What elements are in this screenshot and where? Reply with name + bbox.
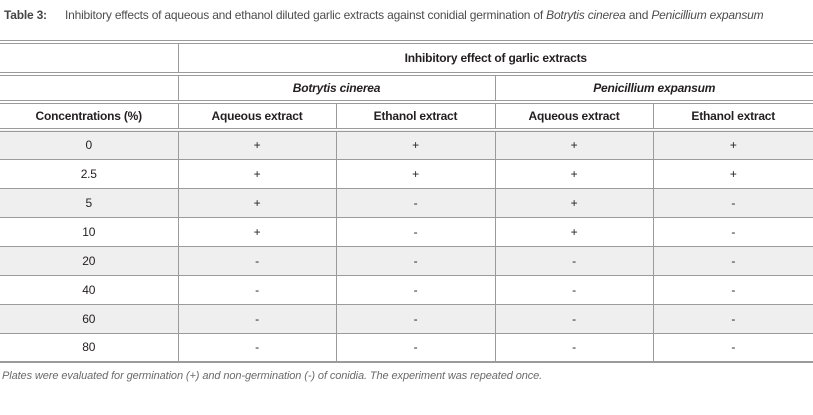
concentration-cell: 20 <box>82 253 96 268</box>
table-row: 40 - - - - <box>0 275 813 304</box>
concentration-cell: 80 <box>82 340 96 355</box>
table-number: Table 3: <box>4 8 47 22</box>
result-cell: - <box>177 246 336 275</box>
empty-corner-cell <box>0 42 178 74</box>
concentration-cell: 40 <box>82 282 96 297</box>
result-cell: - <box>652 246 813 275</box>
empty-cell <box>0 74 178 102</box>
table-footnote: Plates were evaluated for germination (+… <box>2 370 543 382</box>
result-cell: + <box>494 159 653 188</box>
result-cell: - <box>335 275 495 304</box>
table-row: 0 + + + + <box>0 130 813 159</box>
result-cell: + <box>177 217 336 246</box>
caption-species1: Botrytis cinerea <box>546 8 626 22</box>
column-header-concentrations: Concentrations (%) <box>35 109 143 123</box>
table-row: 2.5 + + + + <box>0 159 813 188</box>
caption-part1: Inhibitory effects of aqueous and ethano… <box>65 8 547 22</box>
result-cell: - <box>652 217 813 246</box>
table-row: 20 - - - - <box>0 246 813 275</box>
caption-species2: Penicillium expansum <box>651 8 764 22</box>
column-header-row: Concentrations (%) Aqueous extract Ethan… <box>0 102 813 130</box>
result-cell: + <box>652 130 813 159</box>
result-cell: - <box>652 275 813 304</box>
result-cell: + <box>177 130 336 159</box>
result-cell: - <box>652 188 813 217</box>
result-cell: + <box>335 159 495 188</box>
result-cell: - <box>335 333 495 362</box>
result-cell: - <box>335 304 495 333</box>
table-caption: Table 3: Inhibitory effects of aqueous a… <box>0 0 813 40</box>
result-cell: - <box>652 333 813 362</box>
group-header-row: Inhibitory effect of garlic extracts <box>0 42 813 74</box>
concentration-cell: 60 <box>82 311 96 326</box>
table-row: 80 - - - - <box>0 333 813 362</box>
column-header-aqueous-2: Aqueous extract <box>494 102 653 130</box>
column-header-ethanol-1: Ethanol extract <box>335 102 495 130</box>
column-header-aqueous-1: Aqueous extract <box>177 102 336 130</box>
result-cell: - <box>177 275 336 304</box>
result-cell: + <box>494 130 653 159</box>
result-cell: - <box>335 217 495 246</box>
result-cell: - <box>177 333 336 362</box>
caption-text: Inhibitory effects of aqueous and ethano… <box>65 8 764 22</box>
result-cell: - <box>494 333 653 362</box>
result-cell: - <box>494 275 653 304</box>
result-cell: - <box>335 246 495 275</box>
species-header-row: Botrytis cinerea Penicillium expansum <box>0 74 813 102</box>
result-cell: + <box>177 188 336 217</box>
result-cell: - <box>494 304 653 333</box>
table-row: 10 + - + - <box>0 217 813 246</box>
group-header-cell: Inhibitory effect of garlic extracts <box>177 42 813 74</box>
species-header-botrytis: Botrytis cinerea <box>177 74 495 102</box>
result-cell: + <box>177 159 336 188</box>
result-cell: + <box>652 159 813 188</box>
table-row: 5 + - + - <box>0 188 813 217</box>
concentration-cell: 0 <box>85 138 93 153</box>
species-header-penicillium: Penicillium expansum <box>494 74 813 102</box>
caption-part2: and <box>625 8 652 22</box>
table-row: 60 - - - - <box>0 304 813 333</box>
concentration-cell: 2.5 <box>80 166 97 181</box>
result-cell: + <box>335 130 495 159</box>
result-cell: - <box>335 188 495 217</box>
result-cell: - <box>177 304 336 333</box>
concentration-cell: 10 <box>82 224 96 239</box>
concentration-cell: 5 <box>85 195 93 210</box>
column-header-ethanol-2: Ethanol extract <box>652 102 813 130</box>
result-cell: - <box>652 304 813 333</box>
result-cell: - <box>494 246 653 275</box>
result-cell: + <box>494 217 653 246</box>
inhibitory-effects-table: Inhibitory effect of garlic extracts Bot… <box>0 40 813 363</box>
result-cell: + <box>494 188 653 217</box>
